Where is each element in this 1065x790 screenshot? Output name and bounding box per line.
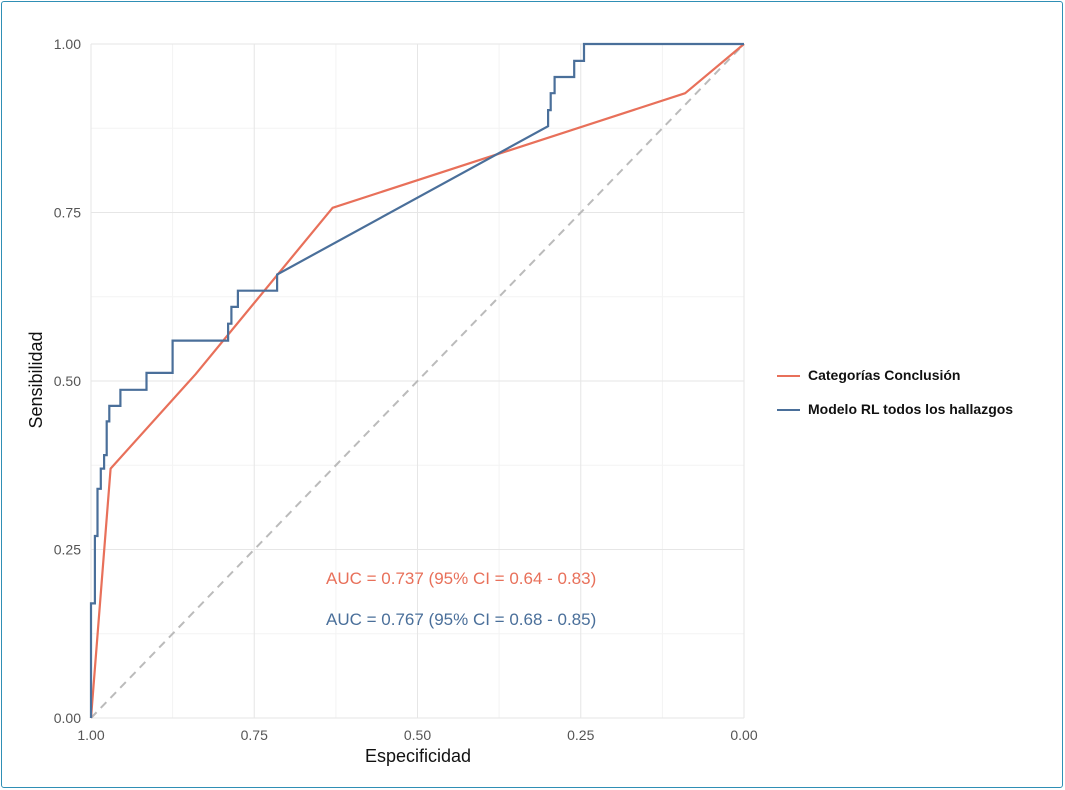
legend-label-categorias-conclusion: Categorías Conclusión [808, 367, 960, 383]
series-line-modelo-rl [89, 42, 744, 718]
x-tick-label: 0.25 [567, 727, 594, 743]
y-tick-label: 0.00 [54, 710, 81, 726]
grid [90, 43, 745, 719]
reference-diagonal-line [90, 43, 745, 719]
auc-label-categorias-conclusion: AUC = 0.737 (95% CI = 0.64 - 0.83) [326, 569, 596, 588]
x-tick-label: 0.00 [730, 727, 757, 743]
x-tick-label: 0.75 [241, 727, 268, 743]
auc-label-modelo-rl: AUC = 0.767 (95% CI = 0.68 - 0.85) [326, 610, 596, 629]
y-tick-label: 0.50 [54, 373, 81, 389]
legend: Categorías Conclusión Modelo RL todos lo… [777, 367, 1013, 417]
y-tick-label: 1.00 [54, 36, 81, 52]
x-axis-title: Especificidad [365, 746, 471, 766]
y-tick-label: 0.75 [54, 205, 81, 221]
y-tick-label: 0.25 [54, 542, 81, 558]
x-tick-label: 1.00 [77, 727, 104, 743]
y-axis-title: Sensibilidad [26, 331, 46, 428]
axes: 1.00 0.75 0.50 0.25 0.00 0.00 0.25 0.50 0.75 1.00 [54, 36, 758, 743]
legend-label-modelo-rl: Modelo RL todos los hallazgos [808, 401, 1013, 417]
x-tick-label: 0.50 [404, 727, 431, 743]
